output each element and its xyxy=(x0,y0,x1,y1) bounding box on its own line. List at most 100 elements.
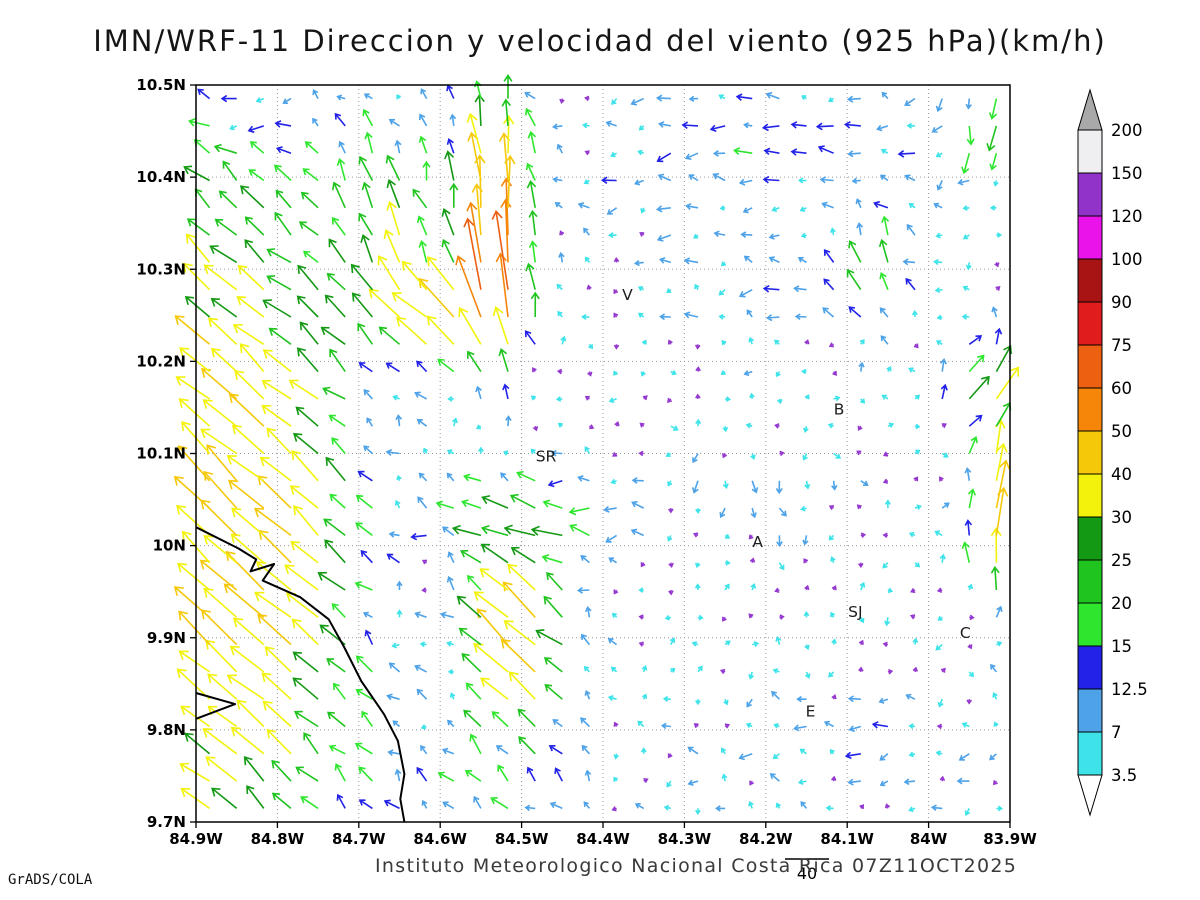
x-tick-label: 84.9W xyxy=(169,830,223,848)
wind-arrow xyxy=(613,344,620,350)
wind-arrow xyxy=(873,200,889,209)
wind-arrow xyxy=(743,370,753,377)
wind-arrow xyxy=(391,642,400,649)
colorbar-level-label: 120 xyxy=(1111,207,1143,226)
wind-arrow xyxy=(630,528,645,537)
wind-arrow xyxy=(524,804,536,812)
wind-arrow xyxy=(967,644,973,650)
wind-arrow xyxy=(986,125,998,152)
wind-arrow xyxy=(937,698,944,708)
wind-arrow xyxy=(466,575,482,591)
wind-arrow xyxy=(833,395,841,402)
wind-arrow xyxy=(528,209,538,236)
wind-arrow xyxy=(480,524,509,537)
wind-arrow xyxy=(304,141,319,154)
wind-arrow xyxy=(793,285,807,293)
wind-arrow xyxy=(691,641,699,647)
wind-arrow xyxy=(394,499,401,509)
wind-arrow xyxy=(640,371,646,377)
wind-arrow xyxy=(831,694,837,700)
wind-arrow xyxy=(268,327,292,345)
wind-arrow xyxy=(543,595,563,618)
wind-arrow xyxy=(631,501,645,509)
wind-arrow xyxy=(444,150,455,181)
wind-arrow xyxy=(610,151,617,158)
station-label: C xyxy=(960,624,971,642)
wind-arrow xyxy=(466,112,482,154)
wind-arrow xyxy=(329,348,346,373)
wind-arrow xyxy=(351,292,374,318)
wind-arrow xyxy=(878,238,889,263)
x-tick-label: 84W xyxy=(910,830,948,848)
wind-arrow xyxy=(639,422,645,428)
wind-arrow xyxy=(275,189,292,209)
wind-arrow xyxy=(880,335,889,345)
wind-arrow xyxy=(724,640,731,646)
wind-arrow xyxy=(722,426,729,433)
wind-arrow xyxy=(186,218,211,236)
wind-arrow xyxy=(878,697,889,704)
wind-arrow xyxy=(794,313,807,321)
wind-arrow xyxy=(772,668,780,674)
wind-arrow xyxy=(584,256,591,263)
wind-arrow xyxy=(530,525,563,537)
wind-arrow xyxy=(655,94,671,102)
wind-arrow xyxy=(722,453,728,459)
wind-arrow xyxy=(331,216,346,236)
wind-arrow xyxy=(804,339,810,345)
colorbar-segment xyxy=(1077,258,1103,303)
wind-arrow xyxy=(317,571,346,591)
wind-arrow xyxy=(725,396,732,402)
wind-arrow xyxy=(962,234,970,240)
wind-arrow xyxy=(831,585,837,591)
wind-arrow xyxy=(284,564,319,591)
wind-arrow xyxy=(546,572,563,591)
wind-arrow xyxy=(396,580,403,591)
wind-arrow xyxy=(631,477,644,484)
y-tick-label: 9.8N xyxy=(147,721,186,739)
wind-arrow xyxy=(881,394,889,400)
wind-arrow xyxy=(761,123,780,132)
wind-arrow xyxy=(748,800,754,809)
wind-arrow xyxy=(828,534,835,541)
wind-arrow xyxy=(662,695,671,703)
colorbar-level-label: 25 xyxy=(1111,551,1132,570)
wind-arrow xyxy=(777,398,783,405)
wind-arrow xyxy=(912,666,919,673)
wind-arrow xyxy=(800,801,808,809)
wind-arrow xyxy=(913,343,919,349)
wind-arrow xyxy=(828,342,834,348)
wind-arrow xyxy=(719,668,726,675)
wind-arrow xyxy=(771,690,780,700)
wind-arrow xyxy=(326,658,346,673)
y-tick-label: 10.5N xyxy=(136,76,186,94)
wind-arrow xyxy=(296,347,319,373)
wind-arrow xyxy=(363,93,373,100)
wind-arrow xyxy=(640,747,647,754)
wind-arrow xyxy=(336,158,346,181)
wind-arrow xyxy=(383,228,401,263)
wind-arrow xyxy=(442,801,455,810)
colorbar-below-min xyxy=(1077,774,1103,817)
wind-arrow xyxy=(417,496,428,509)
wind-arrow xyxy=(668,589,674,596)
wind-arrow xyxy=(207,317,238,345)
wind-arrow xyxy=(300,191,319,209)
wind-arrow xyxy=(414,664,427,673)
wind-arrow xyxy=(666,288,672,294)
wind-arrow xyxy=(803,610,810,618)
wind-arrow xyxy=(173,586,211,618)
wind-arrow xyxy=(769,773,780,782)
wind-arrow xyxy=(613,312,619,318)
wind-arrow xyxy=(860,398,866,404)
wind-arrow xyxy=(752,641,760,647)
wind-arrow xyxy=(990,663,998,673)
wind-arrow xyxy=(328,414,346,427)
wind-arrow xyxy=(449,113,457,127)
x-tick-label: 84.7W xyxy=(332,830,386,848)
wind-arrow xyxy=(908,202,916,209)
wind-arrow xyxy=(589,424,595,430)
wind-arrow xyxy=(202,728,238,755)
wind-arrow xyxy=(497,764,509,782)
wind-arrow xyxy=(608,397,617,404)
